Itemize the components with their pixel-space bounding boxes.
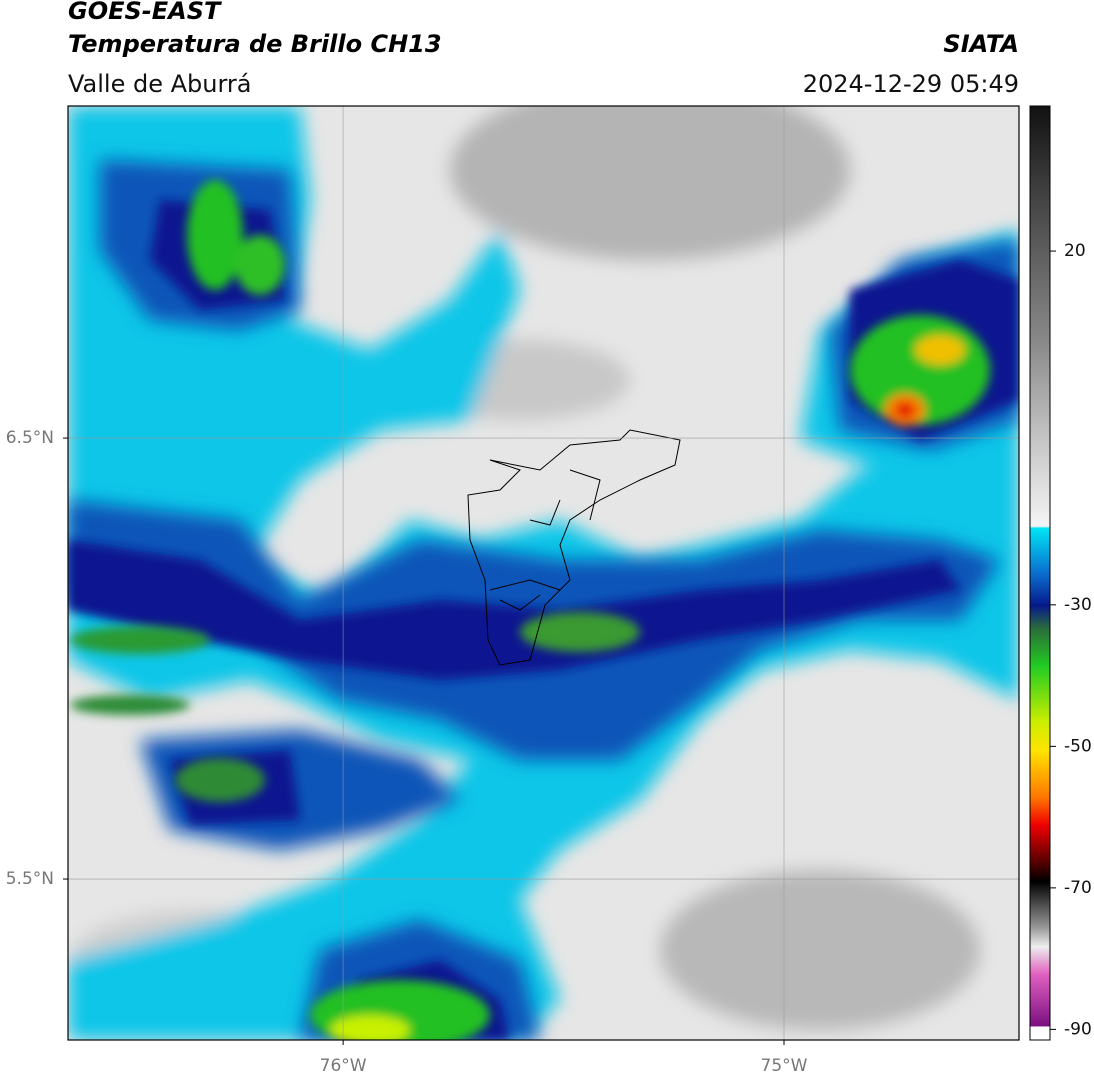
colorbar-tick-label: 20 (1064, 241, 1086, 261)
y-tick-label: 6.5°N (6, 428, 54, 448)
colorbar-tick-label: -50 (1064, 736, 1092, 756)
map-frame (67, 105, 1020, 1041)
timestamp: 2024-12-29 05:49 (803, 70, 1019, 98)
x-tick-label: 75°W (761, 1056, 808, 1076)
colorbar-tick-label: -30 (1064, 595, 1092, 615)
municipal-boundaries (467, 429, 681, 666)
satellite-image (68, 106, 1019, 1040)
colorbar (1029, 105, 1051, 1041)
colorbar-tick-label: -90 (1064, 1019, 1092, 1039)
region: Valle de Aburrá (68, 70, 252, 98)
subtitle: Temperatura de Brillo CH13 (68, 30, 442, 58)
source: SIATA (943, 30, 1019, 58)
title: GOES-EAST (68, 0, 222, 25)
x-tick-label: 76°W (320, 1056, 367, 1076)
y-tick-label: 5.5°N (6, 869, 54, 889)
colorbar-tick-label: -70 (1064, 878, 1092, 898)
